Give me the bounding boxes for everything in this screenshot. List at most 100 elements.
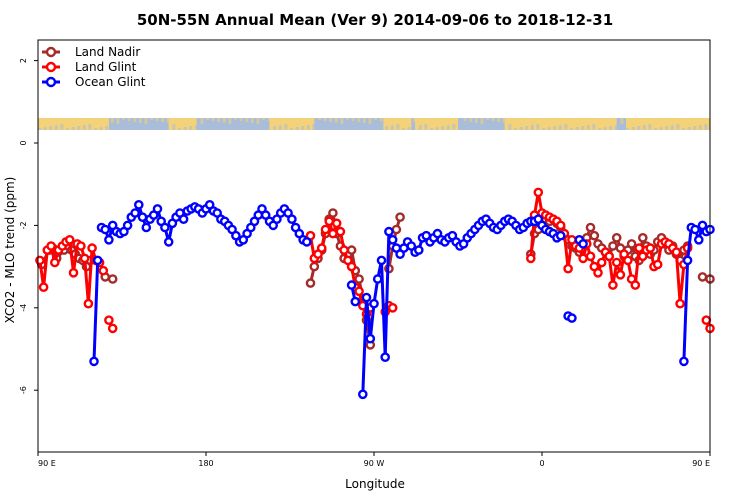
- data-point: [645, 243, 656, 253]
- data-point: [395, 212, 405, 222]
- coast-texture: [122, 118, 125, 120]
- series-land-glint: [35, 187, 715, 334]
- coast-texture: [133, 118, 137, 122]
- data-point: [391, 224, 402, 235]
- data-point: [611, 257, 622, 268]
- coast-texture: [150, 118, 153, 120]
- coast-texture: [665, 126, 669, 130]
- data-point: [98, 265, 109, 276]
- coast-texture: [564, 124, 568, 130]
- coast-texture: [38, 128, 41, 130]
- coast-texture: [357, 118, 361, 122]
- coast-texture: [508, 124, 512, 130]
- data-point: [305, 278, 316, 288]
- data-point: [638, 232, 648, 243]
- coast-texture: [654, 128, 657, 130]
- coast-texture: [648, 124, 652, 130]
- data-point: [682, 255, 693, 266]
- data-point: [384, 226, 394, 237]
- coast-texture: [598, 128, 601, 130]
- x-tick-label: 90 E: [692, 459, 710, 468]
- axis-ticks: 90 E 180 90 W 0 90 E 2 0 -2 -4 -6: [19, 58, 711, 468]
- data-point: [578, 239, 588, 249]
- data-point: [92, 255, 103, 266]
- data-point: [380, 352, 391, 363]
- data-point: [178, 214, 189, 224]
- data-point: [555, 230, 566, 241]
- coast-texture: [256, 118, 260, 124]
- chart-title: 50N-55N Annual Mean (Ver 9) 2014-09-06 t…: [137, 11, 613, 29]
- coast-texture: [519, 127, 523, 130]
- coast-texture: [94, 128, 97, 130]
- coast-texture: [424, 124, 428, 130]
- coast-texture: [217, 118, 221, 122]
- data-point: [615, 269, 626, 280]
- coast-texture: [77, 126, 81, 130]
- data-point: [46, 241, 56, 251]
- data-point: [38, 282, 49, 293]
- series-ocean-glint: [89, 199, 715, 400]
- coast-texture: [318, 118, 321, 120]
- data-point: [79, 253, 90, 264]
- coast-texture: [351, 118, 355, 121]
- coast-texture: [54, 125, 58, 130]
- data-point: [160, 222, 170, 233]
- coast-texture: [127, 118, 131, 121]
- coast-texture: [441, 126, 445, 130]
- data-point: [107, 323, 118, 334]
- coast-texture: [172, 124, 176, 130]
- data-point: [328, 208, 338, 218]
- y-tick-label: 0: [19, 140, 28, 145]
- coast-texture: [368, 118, 372, 124]
- coast-texture: [491, 118, 495, 121]
- data-point: [671, 247, 682, 257]
- y-tick-label: -6: [19, 386, 28, 394]
- coast-texture: [178, 128, 181, 130]
- coast-texture: [312, 124, 316, 130]
- data-point: [354, 274, 364, 284]
- coast-texture: [698, 125, 702, 130]
- coast-texture: [704, 124, 708, 130]
- coast-texture: [250, 118, 254, 123]
- coast-texture: [155, 118, 159, 121]
- data-point: [626, 239, 637, 249]
- data-point: [141, 222, 152, 233]
- data-point: [555, 220, 566, 231]
- data-point: [585, 251, 596, 262]
- data-point: [107, 274, 118, 284]
- legend-label: Ocean Glint: [75, 75, 146, 89]
- data-point: [320, 224, 331, 235]
- coast-texture: [301, 126, 305, 130]
- data-point: [104, 315, 114, 326]
- data-point: [100, 224, 110, 235]
- coast-texture: [306, 125, 310, 130]
- data-point: [604, 251, 615, 262]
- data-point: [578, 253, 588, 264]
- coast-texture: [189, 126, 193, 130]
- data-point: [76, 241, 86, 251]
- coast-texture: [418, 125, 422, 130]
- coast-texture: [43, 127, 47, 130]
- coast-texture: [486, 118, 489, 120]
- coast-texture: [374, 118, 377, 120]
- coast-texture: [110, 118, 114, 123]
- data-point: [376, 255, 387, 266]
- coast-texture: [514, 128, 517, 130]
- legend-label: Land Nadir: [75, 45, 140, 59]
- coast-texture: [234, 118, 237, 120]
- coast-texture: [385, 126, 389, 130]
- legend-label: Land Glint: [75, 60, 137, 74]
- coast-texture: [396, 124, 400, 130]
- coast-texture: [430, 128, 433, 130]
- series-line: [682, 223, 711, 362]
- data-point: [567, 313, 577, 323]
- data-point: [690, 224, 700, 235]
- data-point: [701, 315, 712, 326]
- coast-texture: [446, 125, 450, 130]
- data-point: [137, 212, 148, 222]
- data-point: [387, 302, 398, 313]
- data-point: [354, 286, 364, 297]
- coast-texture: [581, 126, 585, 130]
